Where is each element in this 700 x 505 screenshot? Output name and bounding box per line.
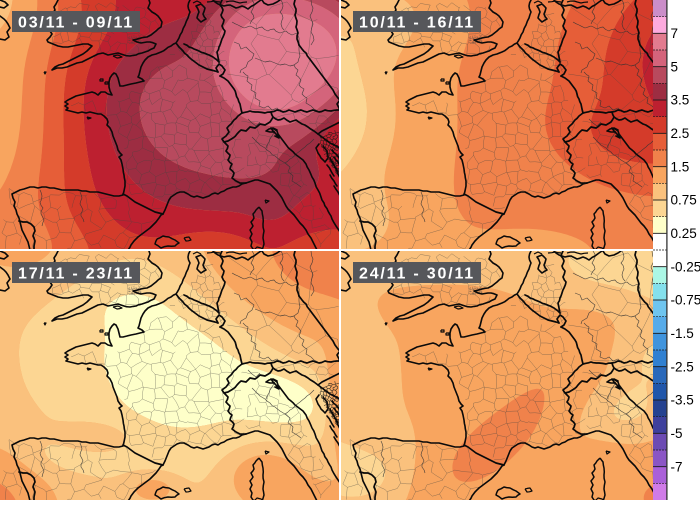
svg-text:1.5: 1.5 [671,159,690,174]
svg-text:10/11 - 16/11: 10/11 - 16/11 [359,15,475,32]
svg-text:0.75: 0.75 [671,193,697,208]
svg-text:-0.75: -0.75 [671,293,700,308]
svg-text:5: 5 [671,59,679,74]
svg-text:-1.5: -1.5 [671,326,694,341]
svg-text:03/11 - 09/11: 03/11 - 09/11 [18,15,134,32]
svg-text:0.25: 0.25 [671,226,697,241]
svg-text:-2.5: -2.5 [671,359,694,374]
svg-text:-0.25: -0.25 [671,259,700,274]
svg-text:24/11 - 30/11: 24/11 - 30/11 [359,266,475,283]
svg-text:7: 7 [671,26,679,41]
svg-text:17/11 - 23/11: 17/11 - 23/11 [18,266,134,283]
svg-text:-3.5: -3.5 [671,393,694,408]
svg-text:-7: -7 [671,459,683,474]
svg-text:2.5: 2.5 [671,126,690,141]
svg-text:-5: -5 [671,426,683,441]
svg-text:3.5: 3.5 [671,93,690,108]
